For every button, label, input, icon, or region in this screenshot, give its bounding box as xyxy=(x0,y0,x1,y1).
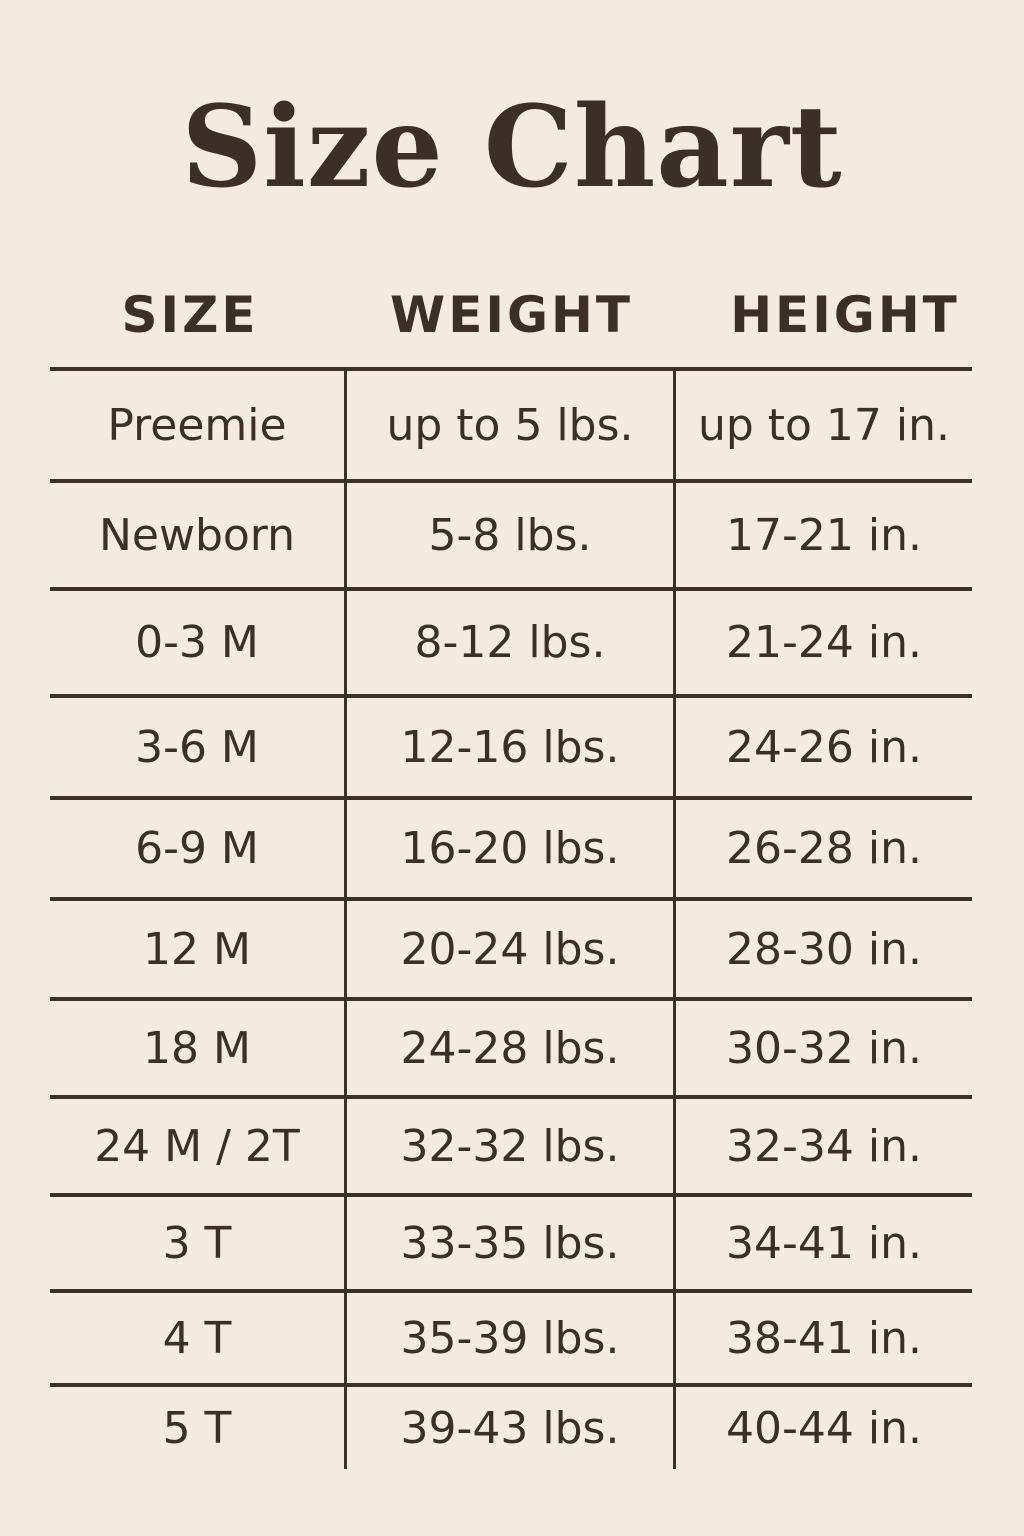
size-table: Preemie up to 5 lbs. up to 17 in. Newborn 5-… xyxy=(50,367,972,1469)
cell-size: 5 T xyxy=(50,1387,347,1469)
cell-weight: 33-35 lbs. xyxy=(347,1197,676,1289)
table-row: 5 T 39-43 lbs. 40-44 in. xyxy=(50,1383,972,1469)
cell-height: 26-28 in. xyxy=(726,823,922,874)
cell-size: 0-3 M xyxy=(50,591,347,694)
cell-size: 3-6 M xyxy=(50,698,347,796)
cell-size: Newborn xyxy=(50,483,347,587)
cell-weight: 16-20 lbs. xyxy=(347,800,676,897)
cell-size: Preemie xyxy=(50,371,347,479)
table-row: Newborn 5-8 lbs. 17-21 in. xyxy=(50,479,972,587)
table-row: 24 M / 2T 32-32 lbs. 32-34 in. xyxy=(50,1095,972,1193)
cell-height: 32-34 in. xyxy=(726,1120,922,1172)
cell-weight: 24-28 lbs. xyxy=(347,1001,676,1095)
table-row: 4 T 35-39 lbs. 38-41 in. xyxy=(50,1289,972,1383)
cell-height: 24-26 in. xyxy=(726,721,922,773)
cell-height: 30-32 in. xyxy=(726,1022,922,1074)
table-row: 3-6 M 12-16 lbs. 24-26 in. xyxy=(50,694,972,796)
cell-height: 21-24 in. xyxy=(726,617,922,668)
cell-weight: 39-43 lbs. xyxy=(347,1387,676,1469)
column-header-weight: WEIGHT xyxy=(390,286,633,344)
cell-size: 6-9 M xyxy=(50,800,347,897)
cell-height: 28-30 in. xyxy=(726,923,922,975)
cell-weight: 5-8 lbs. xyxy=(347,483,676,587)
cell-height: 17-21 in. xyxy=(726,509,922,561)
column-header-height: HEIGHT xyxy=(730,286,960,344)
column-header-size: SIZE xyxy=(121,286,259,344)
table-row: 12 M 20-24 lbs. 28-30 in. xyxy=(50,897,972,997)
cell-size: 12 M xyxy=(50,901,347,997)
cell-weight: 32-32 lbs. xyxy=(347,1099,676,1193)
cell-height: up to 17 in. xyxy=(697,399,951,451)
cell-height: 38-41 in. xyxy=(726,1312,922,1364)
cell-weight: up to 5 lbs. xyxy=(347,371,676,479)
cell-size: 4 T xyxy=(50,1293,347,1383)
table-row: 6-9 M 16-20 lbs. 26-28 in. xyxy=(50,796,972,897)
table-row: 0-3 M 8-12 lbs. 21-24 in. xyxy=(50,587,972,694)
cell-size: 3 T xyxy=(50,1197,347,1289)
cell-weight: 35-39 lbs. xyxy=(347,1293,676,1383)
table-row: 3 T 33-35 lbs. 34-41 in. xyxy=(50,1193,972,1289)
page-title: Size Chart xyxy=(181,82,843,213)
cell-height: 40-44 in. xyxy=(726,1402,922,1454)
cell-weight: 20-24 lbs. xyxy=(347,901,676,997)
cell-size: 24 M / 2T xyxy=(50,1099,347,1193)
cell-weight: 12-16 lbs. xyxy=(347,698,676,796)
cell-weight: 8-12 lbs. xyxy=(347,591,676,694)
table-row: 18 M 24-28 lbs. 30-32 in. xyxy=(50,997,972,1095)
cell-size: 18 M xyxy=(50,1001,347,1095)
table-row: Preemie up to 5 lbs. up to 17 in. xyxy=(50,367,972,479)
cell-height: 34-41 in. xyxy=(726,1217,922,1269)
